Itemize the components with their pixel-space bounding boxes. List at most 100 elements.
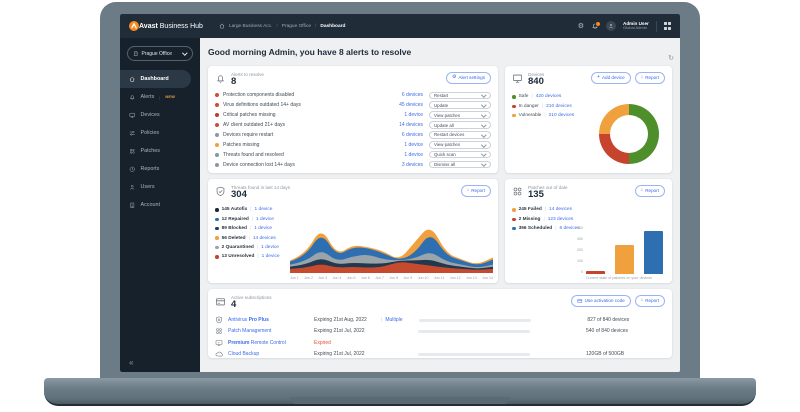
alerts-card: Alerts to resolve 8 ⚙ Alert settings Prot… bbox=[208, 66, 498, 173]
sidebar-collapse-button[interactable]: « bbox=[129, 358, 134, 367]
legend-link[interactable]: 1 device bbox=[254, 207, 273, 213]
monitor-icon bbox=[512, 73, 523, 84]
legend-item: 2 Missing | 123 devices bbox=[512, 217, 665, 222]
legend-link[interactable]: 123 devices bbox=[547, 216, 574, 222]
action-select[interactable]: Update all bbox=[429, 121, 491, 129]
chevron-down-icon bbox=[481, 161, 487, 167]
alert-settings-button[interactable]: ⚙ Alert settings bbox=[445, 72, 491, 84]
sidebar-item-label: Account bbox=[140, 202, 160, 208]
devices-link[interactable]: 6 devices bbox=[401, 131, 423, 138]
sidebar-item-patches[interactable]: Patches bbox=[120, 142, 200, 160]
sidebar-item-devices[interactable]: Devices bbox=[120, 106, 200, 124]
legend-link[interactable]: 1 device bbox=[254, 226, 273, 232]
subscription-name-link[interactable]: Premium Remote Control bbox=[228, 339, 286, 346]
action-select[interactable]: Restart bbox=[429, 91, 491, 100]
cloud-icon bbox=[215, 350, 224, 358]
user-role: Global Admin bbox=[623, 25, 647, 31]
action-select[interactable]: Update bbox=[429, 101, 491, 110]
action-select[interactable]: Quick scan bbox=[429, 150, 491, 159]
alert-row: Virus definitions outdated 14+ days 45 de… bbox=[215, 100, 491, 110]
severity-icon bbox=[215, 113, 219, 118]
chevron-down-icon bbox=[481, 102, 487, 108]
legend-link[interactable]: 1 device bbox=[261, 244, 279, 250]
app-launcher-icon[interactable] bbox=[663, 22, 671, 30]
notification-badge bbox=[594, 20, 601, 27]
subscriptions-count: 4 bbox=[231, 299, 237, 311]
subscription-expired-label: Expired bbox=[314, 339, 331, 346]
legend-dot bbox=[215, 236, 219, 240]
devices-link[interactable]: 3 devices bbox=[401, 161, 423, 168]
action-select[interactable]: View patches bbox=[429, 111, 491, 119]
severity-icon bbox=[215, 103, 219, 108]
org-selector[interactable]: Prague Office bbox=[127, 46, 193, 61]
legend-link[interactable]: 210 devices bbox=[546, 103, 572, 109]
legend-link[interactable]: 210 devices bbox=[548, 113, 575, 119]
subscription-name-link[interactable]: Antivirus Pro Plus bbox=[228, 317, 269, 324]
sidebar-item-label: Users bbox=[140, 184, 155, 190]
new-badge: NEW bbox=[165, 95, 176, 99]
legend-link[interactable]: 420 devices bbox=[535, 94, 562, 100]
user-info[interactable]: Admin User Global Admin bbox=[623, 21, 649, 31]
legend-link[interactable]: 14 devices bbox=[252, 235, 276, 241]
devices-card: Devices 840 + Add device ↓ Report Safe | 420… bbox=[505, 66, 672, 173]
subscription-row: Premium Remote Control Expired bbox=[215, 337, 665, 348]
sidebar-item-label: Dashboard bbox=[140, 76, 169, 82]
severity-icon bbox=[215, 162, 219, 167]
patches-card: Patches out of date 135 ↓ Report 245 Fail… bbox=[505, 179, 672, 283]
legend-item: Safe | 420 devices bbox=[512, 94, 665, 99]
legend-link[interactable]: 1 device bbox=[261, 254, 280, 260]
sidebar-item-account[interactable]: Account bbox=[120, 196, 200, 214]
avatar[interactable] bbox=[606, 21, 617, 31]
devices-link[interactable]: 1 device bbox=[404, 141, 423, 148]
avast-logo[interactable] bbox=[129, 21, 139, 31]
patch-management-icon bbox=[215, 327, 224, 335]
subscription-name-link[interactable]: Patch Management bbox=[228, 328, 272, 335]
report-button[interactable]: ↓ Report bbox=[634, 72, 665, 84]
sidebar-item-alerts[interactable]: Alerts | NEW bbox=[120, 88, 200, 106]
sidebar-item-users[interactable]: Users bbox=[120, 178, 200, 196]
legend-link[interactable]: 14 devices bbox=[549, 207, 572, 213]
report-button[interactable]: ↓ Report bbox=[460, 185, 491, 197]
card-icon bbox=[577, 299, 583, 303]
devices-link[interactable]: 14 devices bbox=[399, 122, 423, 129]
report-button[interactable]: ↓ Report bbox=[634, 185, 665, 197]
breadcrumb-item[interactable]: Large Business Acc. bbox=[228, 23, 273, 29]
sidebar-item-reports[interactable]: Reports bbox=[120, 160, 200, 178]
settings-gear-icon[interactable]: ⚙ bbox=[577, 22, 585, 30]
add-device-button[interactable]: + Add device bbox=[591, 72, 631, 84]
sidebar-item-policies[interactable]: Policies bbox=[120, 124, 200, 142]
devices-link[interactable]: 6 devices bbox=[401, 92, 423, 99]
clock-icon bbox=[129, 166, 135, 172]
download-icon: ↓ bbox=[640, 187, 644, 194]
dashboard-screen: Avast Business Hub Large Business Acc. /… bbox=[120, 14, 680, 372]
card-label: Devices bbox=[528, 72, 545, 77]
devices-link[interactable]: 1 device bbox=[404, 112, 423, 119]
legend-link[interactable]: 1 device bbox=[256, 216, 274, 222]
subscription-row: Cloud Backup Expiring 21st Jul, 2022 120… bbox=[215, 349, 665, 360]
report-button[interactable]: ↓ Report bbox=[634, 295, 665, 307]
chevron-down-icon bbox=[481, 141, 487, 147]
breadcrumb: Large Business Acc. / Prague Office / Da… bbox=[219, 23, 345, 29]
usage-text: 120GB of 500GB bbox=[586, 351, 625, 358]
action-select[interactable]: Dismiss all bbox=[429, 160, 491, 169]
sidebar-item-dashboard[interactable]: Dashboard bbox=[120, 70, 191, 88]
bar-chart-caption: Current state of patches on your devices bbox=[585, 276, 653, 280]
devices-link[interactable]: 45 devices bbox=[399, 102, 423, 109]
alert-row: Protection components disabled 6 devices R… bbox=[215, 90, 491, 100]
action-select[interactable]: Restart devices bbox=[429, 131, 491, 139]
legend-dot bbox=[512, 113, 516, 118]
alert-row: Device connection lost 14+ days 3 devices… bbox=[215, 160, 491, 170]
breadcrumb-item[interactable]: Prague Office bbox=[281, 23, 312, 29]
breadcrumb-separator: / bbox=[315, 23, 317, 29]
action-select[interactable]: View patches bbox=[429, 141, 491, 149]
subscription-name-link[interactable]: Cloud Backup bbox=[228, 351, 260, 358]
legend-item: 2 Quarantined | 1 device bbox=[215, 245, 491, 250]
legend-link[interactable]: 6 devices bbox=[559, 226, 580, 232]
devices-link[interactable]: 1 device bbox=[404, 151, 423, 158]
subscription-expiry: Expiring 21st Aug, 2022 bbox=[314, 317, 367, 324]
notifications-button[interactable] bbox=[591, 20, 601, 30]
multiple-link[interactable]: Multiple bbox=[385, 317, 403, 324]
use-activation-code-button[interactable]: Use activation code bbox=[571, 295, 631, 307]
user-name: Admin User bbox=[623, 21, 649, 26]
refresh-icon[interactable]: ↻ bbox=[668, 55, 674, 62]
